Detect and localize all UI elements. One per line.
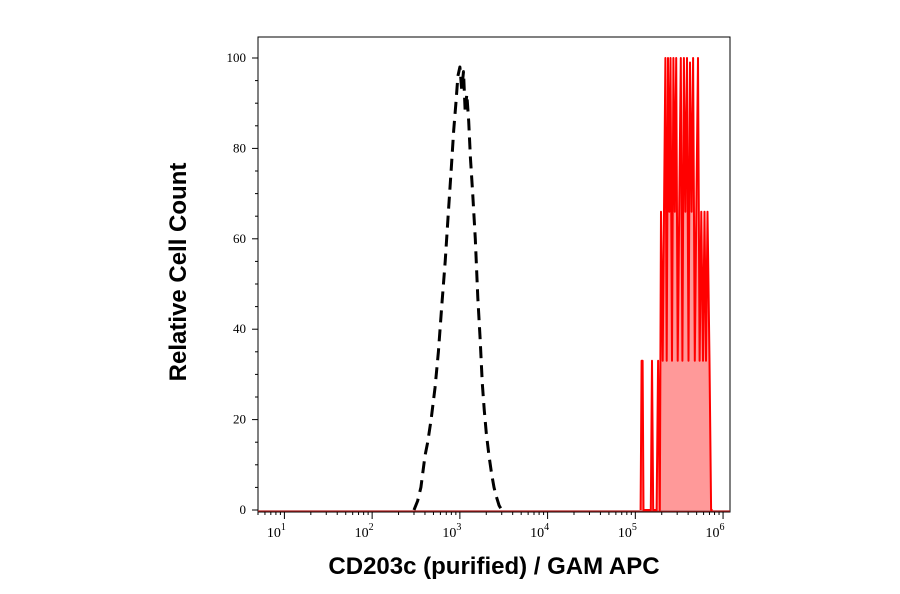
y-tick-label: 20 [233,412,246,427]
x-axis-title: CD203c (purified) / GAM APC [328,553,659,580]
x-tick-label: 102 [355,522,374,541]
y-tick-label: 40 [233,321,246,336]
x-tick-label: 105 [618,522,637,541]
y-axis-title: Relative Cell Count [165,163,192,382]
y-tick-label: 0 [240,502,247,517]
y-tick-label: 60 [233,231,246,246]
x-tick-label: 103 [442,522,461,541]
plot-frame [257,36,731,513]
x-tick-label: 101 [267,522,286,541]
x-tick-label: 106 [706,522,725,541]
y-tick-label: 80 [233,140,246,155]
series-2-line [639,57,713,511]
series-layer [258,57,730,512]
axis-ticks: 0 20 40 60 80 100 101 102 103 104 105 106 [227,50,725,541]
y-tick-label: 100 [227,50,247,65]
series-1-line [412,65,505,512]
x-tick-label: 104 [530,522,549,541]
